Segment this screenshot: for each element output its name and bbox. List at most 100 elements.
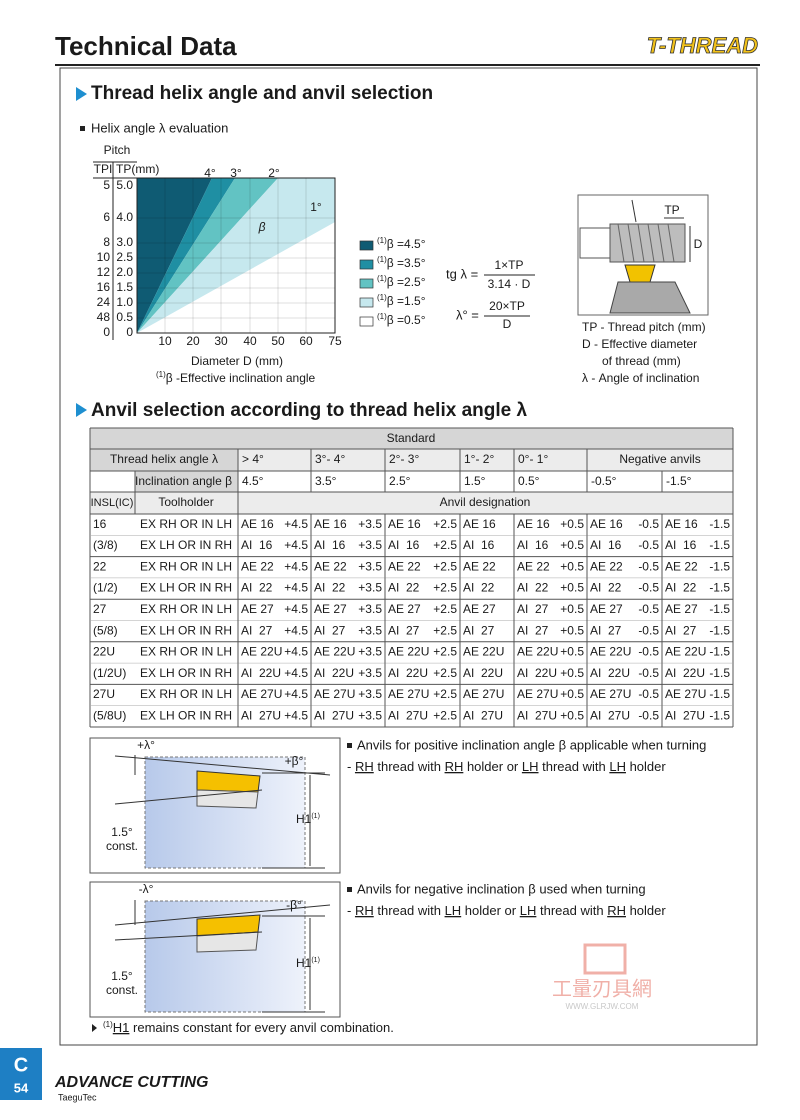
anvil-designation: AI 27U xyxy=(517,709,557,723)
table-header: -0.5° xyxy=(591,474,617,488)
text: LH xyxy=(609,759,626,774)
text: holder xyxy=(626,759,666,774)
anvil-designation: AI 22U xyxy=(241,666,281,680)
anvil-designation: AI 22U xyxy=(590,666,630,680)
note-line: - RH thread with LH holder or LH thread … xyxy=(347,903,666,918)
const-label: const. xyxy=(106,983,138,997)
anvil-designation: AE 22U xyxy=(665,645,706,659)
table-header: 0.5° xyxy=(518,474,540,488)
angle-label: 4° xyxy=(204,166,216,180)
table-header: 3.5° xyxy=(315,474,337,488)
anvil-designation: AI 27 xyxy=(590,623,622,637)
anvil-designation: AE 27 xyxy=(314,602,347,616)
anvil-angle: -1.5 xyxy=(709,581,730,595)
anvil-designation: AI 27U xyxy=(388,709,428,723)
header-bg xyxy=(238,449,733,471)
anvil-angle: -0.5 xyxy=(638,538,659,552)
angle-label: 3° xyxy=(230,166,242,180)
insert-size: (1/2U) xyxy=(93,666,126,680)
header-bg xyxy=(90,428,733,449)
anvil-designation: AI 22U xyxy=(388,666,428,680)
anvil-designation: AE 22 xyxy=(388,559,421,573)
diagram-legend: λ - Angle of inclination xyxy=(582,371,699,385)
anvil-designation: AI 27U xyxy=(590,709,630,723)
thread-flanks xyxy=(617,223,675,263)
x-axis-label: Diameter D (mm) xyxy=(191,354,283,368)
section-marker xyxy=(76,403,87,417)
anvil-designation: AE 22 xyxy=(517,559,550,573)
plot-frame xyxy=(136,177,336,334)
anvil-designation: AE 22U xyxy=(517,645,558,659)
anvil-designation: AI 22 xyxy=(388,581,420,595)
anvil-angle: +2.5 xyxy=(433,559,457,573)
anvil-designation: AI 22U xyxy=(517,666,557,680)
angle-label: 2° xyxy=(268,166,280,180)
anvil-designation: AI 27 xyxy=(388,623,420,637)
text: β =0.5° xyxy=(387,313,426,327)
x-tick-label: 50 xyxy=(271,334,285,348)
legend-swatch xyxy=(359,297,374,308)
anvil-designation: AE 22 xyxy=(463,559,496,573)
tp-label: 3.0 xyxy=(116,235,133,249)
anvil-angle: +4.5 xyxy=(284,623,308,637)
insert-size: 27U xyxy=(93,687,115,701)
page-number: 54 xyxy=(14,1080,29,1095)
page-title: Technical Data xyxy=(55,31,237,61)
anvil-angle: +2.5 xyxy=(433,581,457,595)
column-label: TPI xyxy=(94,162,113,176)
anvil-angle: +4.5 xyxy=(284,581,308,595)
lambda-label: +λ° xyxy=(137,738,155,752)
anvil-designation: AE 22 xyxy=(590,559,623,573)
text: holder xyxy=(626,903,666,918)
text: LH xyxy=(522,759,539,774)
tpi-label: 16 xyxy=(97,280,111,294)
tpi-label: 24 xyxy=(97,295,111,309)
anvil-designation: AE 16 xyxy=(463,517,496,531)
superscript: (1) xyxy=(377,255,387,264)
section-marker xyxy=(76,87,87,101)
workpiece-end xyxy=(579,227,611,259)
text: H1 xyxy=(113,1020,130,1035)
anvil-angle: +4.5 xyxy=(284,645,308,659)
tpi-label: 48 xyxy=(97,310,111,324)
anvil-angle: +3.5 xyxy=(358,709,382,723)
superscript: (1) xyxy=(156,370,166,379)
toolholder: EX RH OR IN LH xyxy=(140,517,232,531)
h1-label: H1(1) xyxy=(296,956,320,970)
anvil-designation: AI 22 xyxy=(241,581,273,595)
lambda-line xyxy=(114,904,331,926)
anvil-angle: +2.5 xyxy=(433,709,457,723)
text: β =1.5° xyxy=(387,294,426,308)
h1-label: H1(1) xyxy=(296,812,320,826)
anvil-angle: +0.5 xyxy=(560,602,584,616)
toolholder: EX RH OR IN LH xyxy=(140,645,232,659)
anvil-designation: AI 27 xyxy=(463,623,495,637)
anvil-angle: +4.5 xyxy=(284,538,308,552)
anvil-angle: +2.5 xyxy=(433,623,457,637)
anvil-angle: -0.5 xyxy=(638,517,659,531)
anvil-designation: AE 22U xyxy=(590,645,631,659)
anvil-designation: AE 27U xyxy=(463,687,504,701)
anvil-designation: AE 22 xyxy=(314,559,347,573)
x-tick-label: 30 xyxy=(214,334,228,348)
anvil-designation: AE 27 xyxy=(665,602,698,616)
text: H1 xyxy=(296,956,312,970)
anvil-angle: +2.5 xyxy=(433,538,457,552)
table-header: 1.5° xyxy=(464,474,486,488)
product-logo: T-THREAD xyxy=(647,33,758,58)
anvil-designation: AI 27 xyxy=(314,623,346,637)
const-label: const. xyxy=(106,839,138,853)
text: RH xyxy=(445,759,464,774)
beta-label: -β° xyxy=(286,898,302,912)
superscript: (1) xyxy=(311,813,320,820)
anvil-angle: +0.5 xyxy=(560,559,584,573)
toolholder: EX RH OR IN LH xyxy=(140,559,232,573)
anvil-designation: AE 27 xyxy=(463,602,496,616)
anvil-designation: AE 22 xyxy=(241,559,274,573)
legend-entry: (1)β =2.5° xyxy=(377,274,426,289)
anvil-angle: +2.5 xyxy=(433,602,457,616)
anvil-designation: AI 16 xyxy=(517,538,549,552)
anvil-angle: +4.5 xyxy=(284,709,308,723)
anvil-angle: -1.5 xyxy=(709,559,730,573)
